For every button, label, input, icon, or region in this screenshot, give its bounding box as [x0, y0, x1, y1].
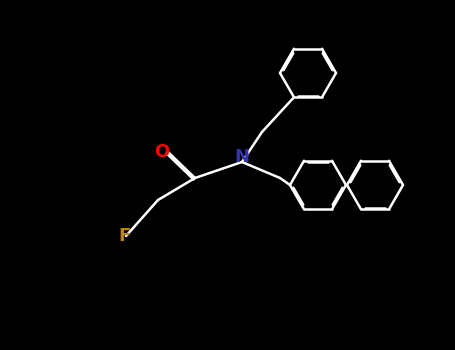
- Text: F: F: [118, 227, 130, 245]
- Text: O: O: [154, 143, 170, 161]
- Text: N: N: [234, 148, 249, 166]
